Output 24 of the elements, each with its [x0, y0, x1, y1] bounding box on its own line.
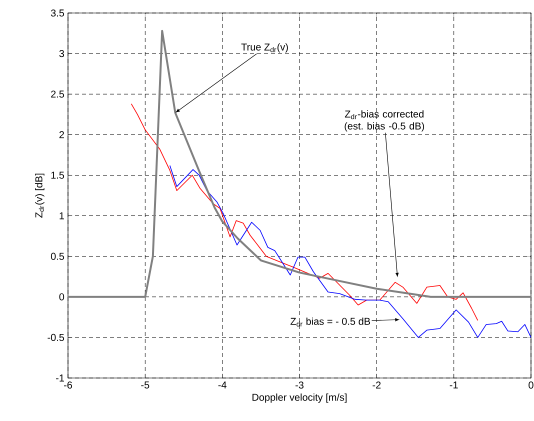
x-axis-title: Doppler velocity [m/s]	[252, 393, 347, 403]
x-tick-label: -4	[218, 382, 226, 388]
line-series	[67, 30, 532, 298]
y-tick-label: -1	[56, 374, 64, 382]
x-tick-label: 0	[528, 382, 534, 389]
y-axis-title: Z$_{dr}$(v) [dB]	[35, 174, 44, 218]
y-tick-label: 0	[59, 293, 64, 300]
y-tick-label: -0.5	[48, 334, 64, 341]
annotation: True Z$_{dr}$(v)	[241, 43, 288, 53]
x-tick-label: -2	[372, 382, 381, 389]
line-series	[169, 165, 532, 338]
x-tick-label: -5	[141, 382, 150, 389]
annotation: Z$_{dr}$-bias corrected (est. bias -0.5 dB)	[344, 110, 424, 132]
x-tick-label: -6	[64, 382, 72, 389]
x-tick-label: -3	[295, 382, 304, 389]
y-tick-label: 1	[60, 212, 64, 220]
annotation: Z$_{dr}$ bias = - 0.5 dB	[290, 318, 370, 326]
x-tick-label: -1	[450, 382, 458, 388]
y-tick-label: 2	[59, 131, 64, 138]
y-tick-label: 2.5	[51, 90, 64, 98]
y-tick-label: 3.5	[50, 9, 64, 17]
y-tick-label: 3	[59, 50, 64, 58]
y-tick-label: 1.5	[51, 172, 64, 179]
y-tick-label: 0.5	[50, 252, 64, 260]
